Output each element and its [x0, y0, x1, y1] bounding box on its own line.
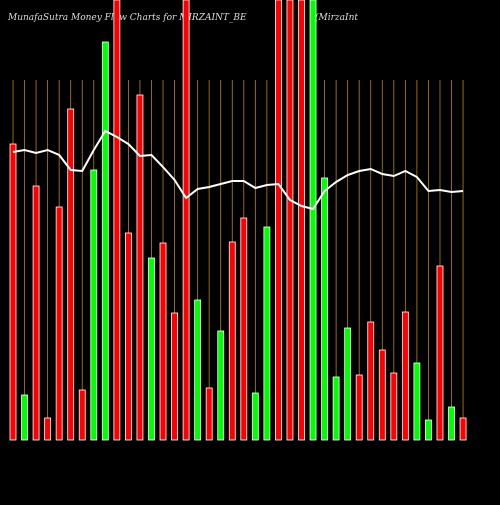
bar — [148, 257, 155, 441]
bar — [228, 241, 236, 441]
bar — [378, 349, 386, 441]
bar — [90, 169, 98, 441]
bar — [194, 299, 202, 441]
bar — [113, 0, 121, 441]
bar — [171, 312, 178, 441]
bar — [182, 0, 190, 441]
bar — [298, 0, 305, 441]
bar — [78, 389, 86, 441]
bar — [67, 108, 75, 441]
bar — [275, 0, 282, 441]
bar — [159, 242, 167, 441]
bar — [32, 185, 40, 441]
bar — [240, 217, 248, 441]
bar — [44, 417, 52, 441]
bar — [205, 387, 213, 441]
bar — [344, 327, 352, 441]
bar — [263, 226, 271, 441]
bar — [9, 143, 17, 441]
bar — [217, 330, 225, 441]
bar — [125, 232, 132, 441]
bar — [367, 321, 375, 441]
bar — [448, 406, 455, 441]
bar — [413, 362, 421, 441]
bar — [355, 374, 363, 441]
chart-subtitle: (MirzaInt — [315, 12, 358, 23]
bar — [459, 417, 467, 441]
bar — [309, 0, 317, 441]
bar — [390, 372, 398, 441]
bar — [321, 177, 328, 441]
bar — [251, 392, 259, 441]
bar — [286, 0, 294, 441]
bar — [136, 94, 144, 441]
money-flow-line — [12, 129, 464, 211]
chart-title: MunafaSutra Money Flow Charts for MIRZAI… — [7, 13, 247, 23]
bar — [21, 394, 28, 441]
bar — [425, 419, 432, 441]
bar — [401, 311, 409, 441]
bar — [332, 376, 340, 441]
bar — [101, 41, 109, 441]
bar — [55, 206, 63, 441]
bar — [436, 265, 444, 441]
